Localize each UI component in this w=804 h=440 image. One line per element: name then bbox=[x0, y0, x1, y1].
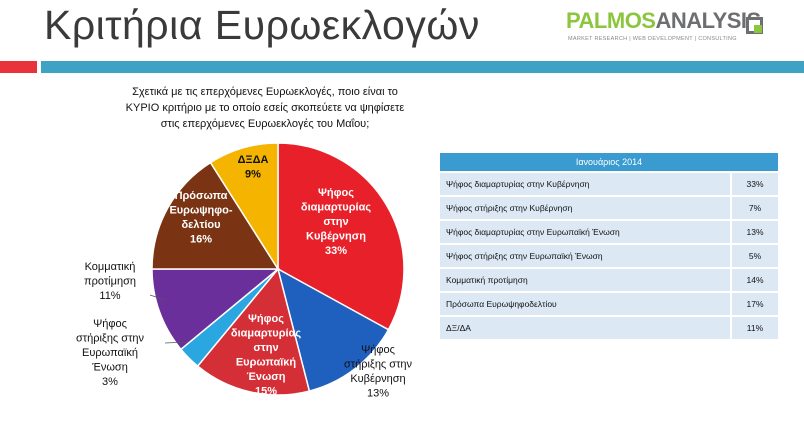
pie-slice bbox=[196, 267, 311, 396]
slice-label: Ψήφος διαμαρτυρίας στην Κυβέρνηση 33% bbox=[301, 187, 371, 257]
pie-slice bbox=[151, 268, 281, 351]
row-label: ΔΞ/ΔΑ bbox=[440, 317, 730, 339]
table-row: Ψήφος στήριξης στην Ευρωπαϊκή Ένωση 5% bbox=[440, 245, 778, 267]
palmos-analysis-logo: PALMOSANALYSIS MARKET RESEARCH | WEB DEV… bbox=[566, 8, 763, 50]
slice-label: ΔΞΔΑ 9% bbox=[238, 154, 269, 181]
row-value: 33% bbox=[730, 173, 778, 195]
table-row: ΔΞ/ΔΑ 11% bbox=[440, 317, 778, 339]
logo-square-icon bbox=[746, 17, 763, 34]
table-row: Κομματική προτίμηση 14% bbox=[440, 269, 778, 291]
pie-slice bbox=[276, 267, 390, 392]
survey-question: Σχετικά με τις επερχόμενες Ευρωεκλογές, … bbox=[80, 84, 450, 132]
row-value: 5% bbox=[730, 245, 778, 267]
pie-slice bbox=[151, 161, 280, 270]
slice-label: Πρόσωπα Ευρωψηφο-δελτίου 16% bbox=[169, 190, 232, 246]
row-value: 7% bbox=[730, 197, 778, 219]
table-row: Πρόσωπα Ευρωψηφοδελτίου 17% bbox=[440, 293, 778, 315]
header-stripe-teal bbox=[41, 61, 804, 73]
table-row: Ψήφος στήριξης στην Κυβέρνηση 7% bbox=[440, 197, 778, 219]
slice-label: Ψήφος στήριξης στην Κυβέρνηση 13% bbox=[344, 344, 413, 400]
table-row: Ψήφος διαμαρτυρίας στην Κυβέρνηση 33% bbox=[440, 173, 778, 195]
table-row: Ψήφος διαμαρτυρίας στην Ευρωπαϊκή Ένωση 1… bbox=[440, 221, 778, 243]
row-label: Ψήφος στήριξης στην Κυβέρνηση bbox=[440, 197, 730, 219]
january-2014-table: Ιανουάριος 2014 Ψήφος διαμαρτυρίας στην … bbox=[440, 151, 778, 341]
row-label: Κομματική προτίμηση bbox=[440, 269, 730, 291]
row-value: 13% bbox=[730, 221, 778, 243]
row-value: 17% bbox=[730, 293, 778, 315]
slice-label: Ψήφος στήριξης στην Ευρωπαϊκή Ένωση 3% bbox=[76, 318, 145, 388]
leader-line bbox=[164, 341, 189, 344]
row-label: Ψήφος διαμαρτυρίας στην Κυβέρνηση bbox=[440, 173, 730, 195]
logo-word-part1: PALMOS bbox=[566, 8, 656, 33]
question-line: στις επερχόμενες Ευρωεκλογές του Μαΐου; bbox=[160, 118, 370, 130]
row-value: 14% bbox=[730, 269, 778, 291]
pie-slice bbox=[277, 142, 405, 331]
question-line: Σχετικά με τις επερχόμενες Ευρωεκλογές, … bbox=[132, 86, 398, 98]
row-label: Ψήφος διαμαρτυρίας στην Ευρωπαϊκή Ένωση bbox=[440, 221, 730, 243]
row-label: Πρόσωπα Ευρωψηφοδελτίου bbox=[440, 293, 730, 315]
row-value: 11% bbox=[730, 317, 778, 339]
slice-label: Ψήφος διαμαρτυρίας στην Ευρωπαϊκή Ένωση 15% bbox=[231, 313, 301, 398]
table-header-row: Ιανουάριος 2014 bbox=[440, 153, 778, 171]
leader-line bbox=[149, 294, 166, 301]
pie-slice bbox=[209, 142, 279, 272]
table-header: Ιανουάριος 2014 bbox=[440, 153, 778, 171]
row-label: Ψήφος στήριξης στην Ευρωπαϊκή Ένωση bbox=[440, 245, 730, 267]
logo-word-part2: ANALYSIS bbox=[655, 8, 761, 33]
slice-label: Κομματική προτίμηση 11% bbox=[84, 261, 136, 302]
logo-tagline: MARKET RESEARCH | WEB DEVELOPMENT | CONS… bbox=[568, 36, 737, 42]
question-line: ΚΥΡΙΟ κριτήριο με το οποίο εσείς σκοπεύε… bbox=[125, 102, 405, 114]
page-title: Κριτήρια Ευρωεκλογών bbox=[44, 2, 480, 48]
logo-wordmark: PALMOSANALYSIS bbox=[566, 8, 761, 34]
header-stripe-red bbox=[0, 61, 37, 73]
